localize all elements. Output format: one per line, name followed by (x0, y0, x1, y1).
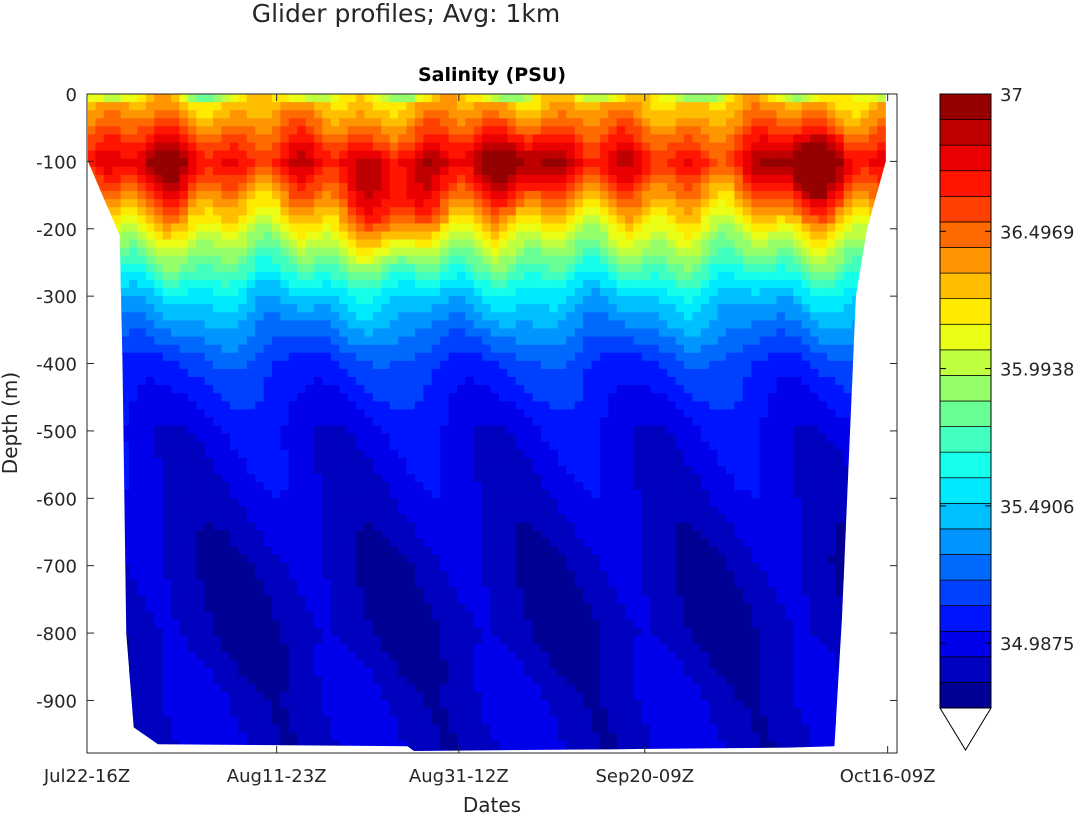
salinity-heatmap (87, 94, 886, 751)
y-axis: 0 -100 -200 -300 -400 -500 -600 -700 -800 -900 (36, 85, 897, 712)
colorbar-level (939, 502, 992, 530)
colorbar-level (939, 119, 992, 146)
colorbar: 37 36.4969 35.9938 35.4906 34.9875 (939, 85, 1074, 751)
colorbar-level (939, 554, 992, 581)
colorbar-level (939, 272, 992, 300)
colorbar-level (939, 630, 992, 658)
colorbar-level (939, 451, 992, 479)
colorbar-level (939, 93, 992, 120)
x-tick-label: Oct16-09Z (840, 766, 936, 787)
chart-title: Salinity (PSU) (418, 64, 566, 86)
y-tick-label: -300 (36, 287, 77, 308)
y-tick-label: -200 (36, 220, 77, 241)
figure-suptitle: Glider profiles; Avg: 1km (251, 0, 561, 28)
colorbar-tick-label: 35.9938 (1000, 360, 1074, 381)
x-tick-label: Aug11-23Z (227, 766, 327, 787)
colorbar-level (939, 426, 992, 453)
colorbar-level (939, 144, 992, 172)
x-tick-label: Sep20-09Z (595, 766, 694, 787)
y-tick-label: -400 (36, 355, 77, 376)
y-tick-label: -900 (36, 691, 77, 712)
colorbar-tick-label: 34.9875 (1000, 634, 1074, 655)
y-tick-label: -500 (36, 422, 77, 443)
colorbar-level (939, 323, 992, 351)
colorbar-extend-triangle (939, 707, 992, 751)
x-tick-label: Aug31-12Z (409, 766, 509, 787)
colorbar-level (939, 170, 992, 197)
colorbar-level (939, 195, 992, 223)
y-tick-label: -600 (36, 489, 77, 510)
y-tick-label: -800 (36, 624, 77, 645)
x-tick-label: Jul22-16Z (43, 766, 130, 787)
colorbar-level (939, 298, 992, 325)
colorbar-level (939, 528, 992, 555)
colorbar-level (939, 605, 992, 632)
colorbar-level (939, 656, 992, 683)
x-axis: Jul22-16Z Aug11-23Z Aug31-12Z Sep20-09Z Oct1… (43, 94, 936, 787)
colorbar-level (939, 375, 992, 402)
colorbar-tick-label: 36.4969 (1000, 222, 1074, 243)
colorbar-tick-label: 37 (1000, 85, 1023, 106)
colorbar-level (939, 247, 992, 274)
y-axis-label: Depth (m) (0, 372, 22, 474)
colorbar-level (939, 579, 992, 607)
colorbar-level (939, 682, 992, 709)
y-tick-label: -100 (36, 152, 77, 173)
plot-area (86, 93, 898, 754)
y-tick-label: -700 (36, 557, 77, 578)
x-axis-label: Dates (463, 793, 521, 814)
colorbar-level (939, 477, 992, 504)
y-tick-label: 0 (66, 85, 77, 106)
colorbar-level (939, 349, 992, 376)
plot-frame (86, 93, 898, 754)
colorbar-level (939, 221, 992, 248)
colorbar-tick-label: 35.4906 (1000, 497, 1074, 518)
colorbar-level (939, 400, 992, 427)
